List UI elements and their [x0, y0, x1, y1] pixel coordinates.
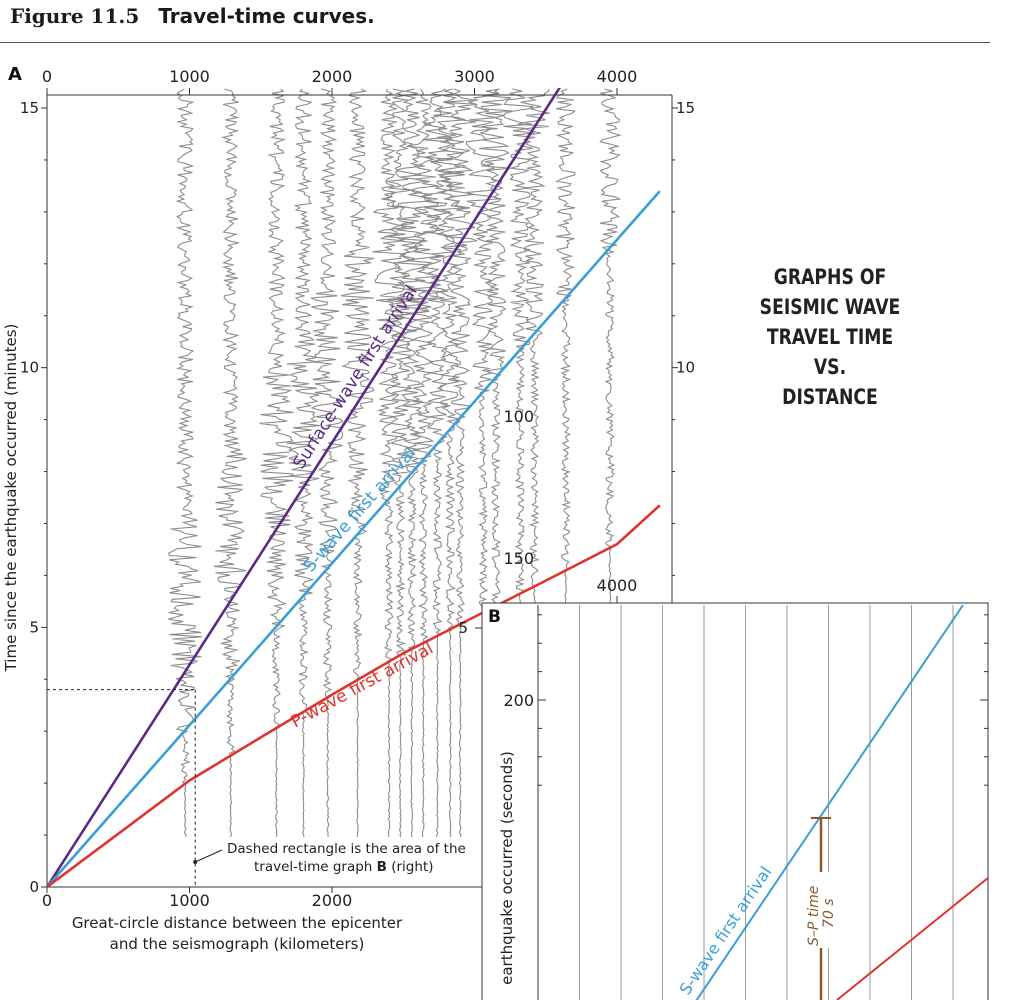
x-top-tick-label: 2000: [312, 67, 353, 86]
seismogram-trace: [340, 88, 375, 838]
y-right-tick-label: 15: [676, 99, 695, 117]
panel-b-y-tick-label: 200: [503, 691, 534, 710]
y-left-tick-label: 0: [29, 878, 39, 896]
wave-curves: [47, 88, 661, 887]
x-axis-label-line-1: Great-circle distance between the epicen…: [72, 914, 403, 932]
panel-b-y-tick-label: 150: [503, 549, 534, 568]
seismogram-trace: [259, 88, 294, 838]
x-bottom-tick-label: 0: [42, 891, 52, 910]
main-title-line-4: VS.: [813, 355, 847, 379]
annotation-leader: [194, 849, 223, 863]
seismogram-trace: [310, 88, 344, 838]
p-wave-curve: [47, 504, 661, 887]
panel-b-curves: [695, 605, 988, 1000]
x-top-tick-label: 1000: [169, 67, 210, 86]
x-bottom-tick-label: 2000: [312, 891, 353, 910]
seismogram-trace: [168, 88, 202, 838]
main-title-line-5: DISTANCE: [782, 385, 878, 409]
figure-title: Figure 11.5 Travel-time curves.: [10, 4, 375, 28]
sp-label-bg: [806, 872, 836, 948]
annotation-dot: [193, 860, 198, 864]
y-left-tick-label: 5: [29, 618, 39, 636]
main-title-line-1: GRAPHS OF: [773, 265, 887, 289]
y-right-tick-label: 10: [676, 359, 695, 377]
annotation-text: (right): [387, 859, 434, 875]
annotation-line-1: Dashed rectangle is the area of the: [227, 841, 466, 857]
panel-b-y-tick-label: 100: [503, 407, 534, 426]
panel-b-frame: [481, 602, 989, 1000]
annotation-text: travel-time graph: [254, 859, 377, 875]
annotation-line-2: travel-time graph B (right): [254, 859, 433, 875]
sp-time-label: S–P time: [806, 886, 822, 946]
surface-wave-curve: [47, 88, 562, 887]
x-top-tick-label: 4000: [597, 67, 638, 86]
title-divider: [0, 42, 990, 43]
seismogram-trace: [419, 88, 455, 838]
x-bottom-tick-label: 1000: [169, 891, 210, 910]
y-axis-label: Time since the earthquake occurred (minu…: [2, 324, 20, 673]
figure-number: Figure 11.5: [10, 4, 140, 28]
surface-wave-label: Surface-wave first arrival: [289, 282, 421, 473]
panel-b-s-wave-curve: [695, 605, 964, 1000]
panel-a-label: A: [8, 64, 22, 85]
x-top-tick-label: 3000: [454, 67, 495, 86]
seismogram-trace: [382, 88, 419, 838]
inset-y-label: 5: [458, 619, 468, 637]
seismogram-trace: [372, 88, 408, 838]
figure-caption: Travel-time curves.: [158, 4, 375, 28]
y-left-tick-label: 15: [20, 99, 39, 117]
sp-time-value: 70 s: [821, 898, 837, 928]
seismogram-trace: [431, 88, 468, 838]
annotation-graph-ref: B: [377, 859, 387, 875]
main-title-line-2: SEISMIC WAVE: [759, 295, 901, 319]
seismogram-trace: [441, 88, 478, 838]
x-top-tick-label: 0: [42, 67, 52, 86]
main-title-line-3: TRAVEL TIME: [766, 325, 894, 349]
seismogram-trace: [213, 88, 247, 838]
panel-b-label: B: [488, 607, 501, 627]
graphs-main-title: GRAPHS OF SEISMIC WAVE TRAVEL TIME VS. D…: [748, 262, 912, 412]
y-left-tick-label: 10: [20, 359, 39, 377]
s-wave-curve: [47, 190, 661, 887]
panel-b-p-wave-curve: [836, 877, 988, 1000]
panel-b-y-axis-label: earthquake occurred (seconds): [498, 751, 516, 985]
inset-x-label: 4000: [597, 576, 638, 595]
p-wave-label: P-wave first arrival: [288, 639, 437, 733]
x-axis-label-line-2: and the seismograph (kilometers): [110, 935, 365, 953]
